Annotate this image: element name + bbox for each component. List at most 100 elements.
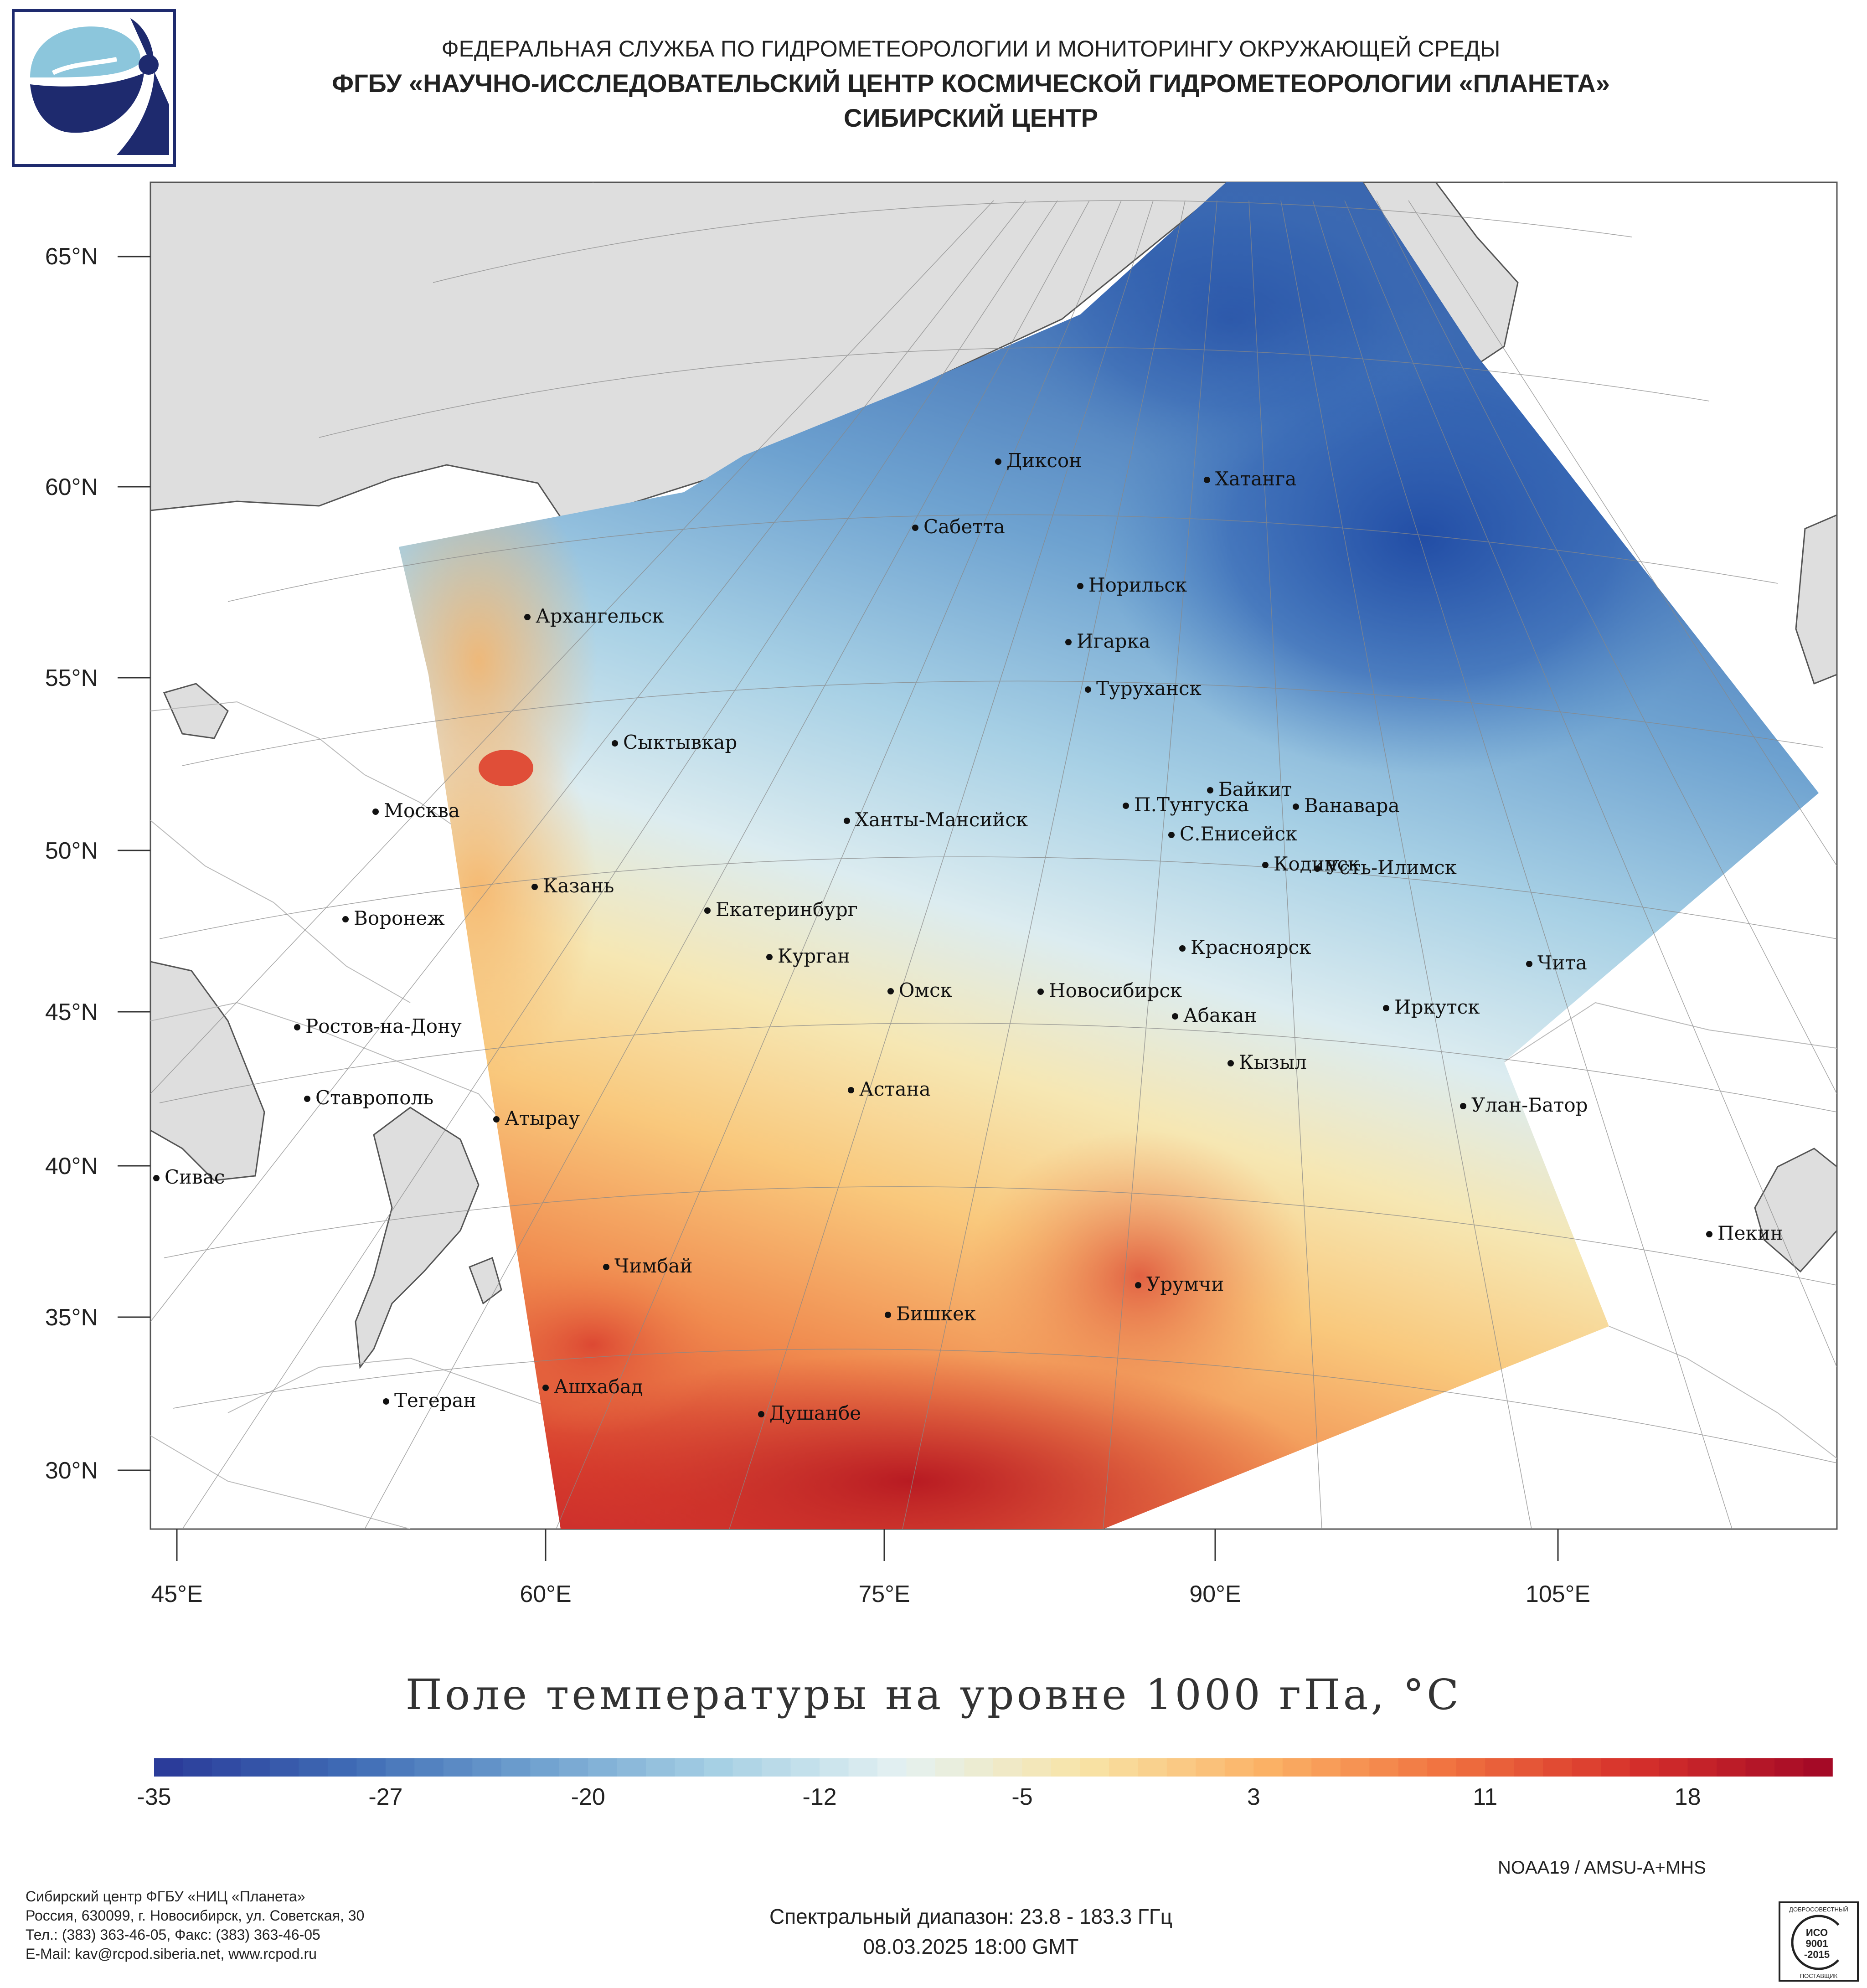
colorbar-tick-label: -5 bbox=[1011, 1784, 1032, 1810]
svg-text:Бишкек: Бишкек bbox=[896, 1303, 976, 1325]
lat-label: 65°N bbox=[45, 243, 98, 270]
city-marker: Ростов-на-Дону bbox=[294, 1015, 462, 1037]
colorbar-tick-label: 3 bbox=[1247, 1784, 1260, 1810]
svg-text:ДОБРОСОВЕСТНЫЙ: ДОБРОСОВЕСТНЫЙ bbox=[1789, 1906, 1848, 1913]
colorbar-cell bbox=[1311, 1758, 1341, 1777]
colorbar-tick-label: -12 bbox=[803, 1784, 837, 1810]
city-marker: Улан-Батор bbox=[1460, 1094, 1588, 1116]
svg-text:Усть-Илимск: Усть-Илимск bbox=[1325, 856, 1457, 879]
city-marker: Екатеринбург bbox=[704, 898, 858, 921]
colorbar-cell bbox=[154, 1758, 184, 1777]
colorbar-cell bbox=[269, 1758, 299, 1777]
satellite-label: NOAA19 / AMSU-A+MHS bbox=[1498, 1858, 1706, 1878]
svg-text:Байкит: Байкит bbox=[1218, 778, 1292, 800]
lat-label: 50°N bbox=[45, 838, 98, 864]
colorbar-cell bbox=[1572, 1758, 1601, 1777]
colorbar-cell bbox=[704, 1758, 733, 1777]
colorbar-cell bbox=[1543, 1758, 1573, 1777]
contact-line: Тел.: (383) 363-46-05, Факс: (383) 363-4… bbox=[26, 1926, 320, 1943]
colorbar-cell bbox=[241, 1758, 270, 1777]
colorbar-cell bbox=[1109, 1758, 1139, 1777]
city-marker: Омск bbox=[887, 979, 952, 1001]
colorbar-cell bbox=[1774, 1758, 1804, 1777]
svg-text:Ханты-Мансийск: Ханты-Мансийск bbox=[855, 809, 1028, 831]
svg-text:С.Енисейск: С.Енисейск bbox=[1180, 823, 1297, 845]
city-marker: Урумчи bbox=[1135, 1273, 1224, 1295]
colorbar-cell bbox=[820, 1758, 849, 1777]
colorbar-cell bbox=[1022, 1758, 1052, 1777]
institute-heading: ФГБУ «НАУЧНО-ИССЛЕДОВАТЕЛЬСКИЙ ЦЕНТР КОС… bbox=[332, 69, 1610, 98]
colorbar-cell bbox=[443, 1758, 473, 1777]
contact-block: Сибирский центр ФГБУ «НИЦ «Планета» Росс… bbox=[26, 1887, 364, 1963]
lon-label: 60°E bbox=[520, 1581, 571, 1607]
svg-text:-2015: -2015 bbox=[1804, 1949, 1830, 1960]
city-marker: Сивас bbox=[153, 1166, 225, 1188]
colorbar-cell bbox=[299, 1758, 328, 1777]
city-marker: Ванавара bbox=[1293, 794, 1400, 817]
colorbar: -35 -27 -20 -12 -5 3 11 18 bbox=[137, 1758, 1833, 1810]
svg-text:Архангельск: Архангельск bbox=[536, 605, 664, 627]
lon-label: 45°E bbox=[151, 1581, 202, 1607]
lon-label: 105°E bbox=[1526, 1581, 1590, 1607]
colorbar-cell bbox=[1282, 1758, 1312, 1777]
lat-label: 55°N bbox=[45, 665, 98, 691]
colorbar-cell bbox=[1224, 1758, 1254, 1777]
colorbar-cell bbox=[848, 1758, 878, 1777]
colorbar-cell bbox=[617, 1758, 646, 1777]
svg-text:Москва: Москва bbox=[384, 799, 460, 822]
city-marker: Ставрополь bbox=[304, 1087, 433, 1109]
colorbar-cell bbox=[1369, 1758, 1399, 1777]
city-marker: Астана bbox=[848, 1078, 931, 1100]
colorbar-cell bbox=[1166, 1758, 1197, 1777]
colorbar-cell bbox=[1601, 1758, 1630, 1777]
svg-text:Диксон: Диксон bbox=[1006, 449, 1082, 472]
colorbar-tick-label: 18 bbox=[1675, 1784, 1701, 1810]
contact-line: E-Mail: kav@rcpod.siberia.net, www.rcpod… bbox=[26, 1946, 317, 1962]
svg-text:Хатанга: Хатанга bbox=[1215, 468, 1296, 490]
svg-text:Екатеринбург: Екатеринбург bbox=[716, 898, 858, 921]
lat-label: 60°N bbox=[45, 474, 98, 500]
colorbar-cell bbox=[1051, 1758, 1081, 1777]
colorbar-cell bbox=[1080, 1758, 1109, 1777]
svg-text:П.Тунгуска: П.Тунгуска bbox=[1134, 793, 1249, 816]
svg-text:Норильск: Норильск bbox=[1088, 574, 1187, 596]
graticule bbox=[150, 182, 1837, 1529]
colorbar-tick-label: -27 bbox=[368, 1784, 402, 1810]
svg-text:Ванавара: Ванавара bbox=[1304, 794, 1400, 817]
colorbar-cell bbox=[1196, 1758, 1225, 1777]
svg-text:ПОСТАВЩИК: ПОСТАВЩИК bbox=[1800, 1973, 1838, 1979]
colorbar-cell bbox=[1803, 1758, 1833, 1777]
svg-text:Воронеж: Воронеж bbox=[354, 907, 445, 929]
city-marker: Хатанга bbox=[1204, 468, 1296, 490]
city-marker: Атырау bbox=[493, 1107, 580, 1129]
svg-text:Урумчи: Урумчи bbox=[1146, 1273, 1224, 1295]
colorbar-cell bbox=[588, 1758, 618, 1777]
colorbar-cell bbox=[877, 1758, 907, 1777]
colorbar-cell bbox=[646, 1758, 676, 1777]
svg-text:Абакан: Абакан bbox=[1183, 1004, 1257, 1026]
city-marker: Казань bbox=[531, 875, 614, 897]
colorbar-cell bbox=[1398, 1758, 1428, 1777]
svg-text:Чимбай: Чимбай bbox=[614, 1255, 692, 1277]
city-marker: Курган bbox=[766, 945, 850, 967]
city-marker: Байкит bbox=[1207, 778, 1292, 800]
colorbar-cell bbox=[414, 1758, 444, 1777]
iso-badge: ДОБРОСОВЕСТНЫЙ ИСО 9001 -2015 ПОСТАВЩИК bbox=[1779, 1901, 1859, 1982]
city-marker: Красноярск bbox=[1179, 936, 1311, 958]
city-marker: Туруханск bbox=[1085, 677, 1202, 700]
city-marker: Тегеран bbox=[383, 1389, 476, 1411]
colorbar-cell bbox=[1514, 1758, 1543, 1777]
city-marker: Чимбай bbox=[603, 1255, 692, 1277]
svg-text:Улан-Батор: Улан-Батор bbox=[1471, 1094, 1588, 1116]
colorbar-cell bbox=[1138, 1758, 1167, 1777]
land-grey bbox=[150, 182, 1837, 1369]
colorbar-cell bbox=[212, 1758, 242, 1777]
lat-label: 40°N bbox=[45, 1153, 98, 1179]
svg-text:Новосибирск: Новосибирск bbox=[1049, 979, 1182, 1002]
svg-text:Сивас: Сивас bbox=[165, 1166, 225, 1188]
lon-label: 90°E bbox=[1189, 1581, 1241, 1607]
lat-label: 30°N bbox=[45, 1458, 98, 1484]
svg-text:Иркутск: Иркутск bbox=[1394, 996, 1480, 1018]
contact-line: Россия, 630099, г. Новосибирск, ул. Сове… bbox=[26, 1907, 365, 1924]
svg-text:Тегеран: Тегеран bbox=[394, 1389, 476, 1411]
